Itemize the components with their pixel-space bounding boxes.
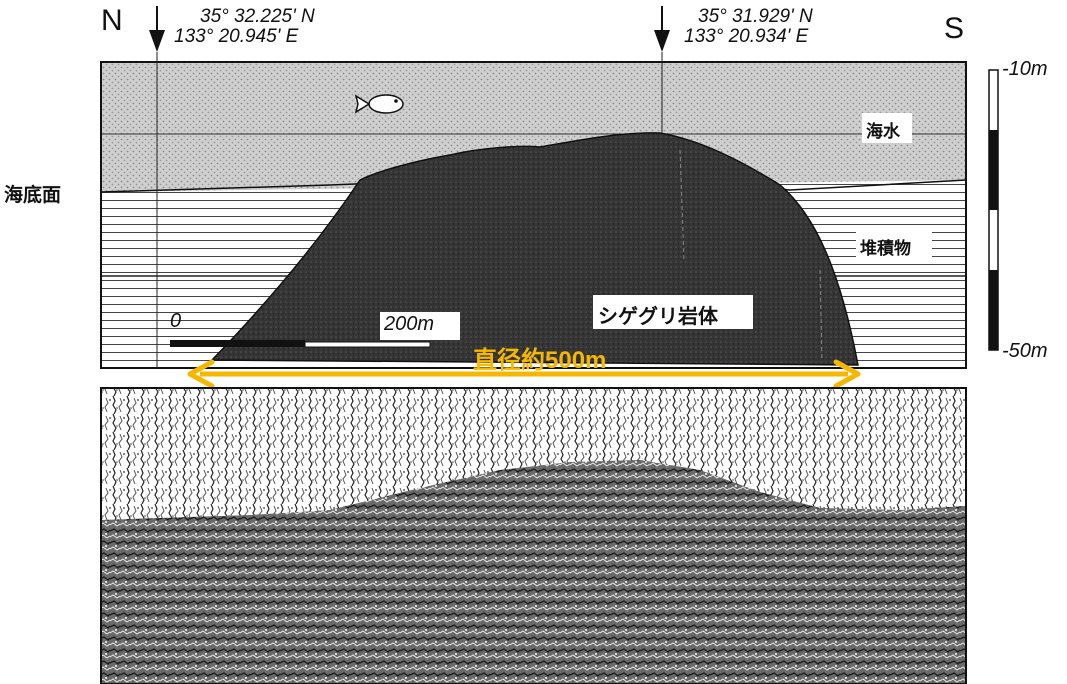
depth-top-label: -10m [1002,58,1048,80]
scale-bar-white [304,341,431,348]
cross-section-panel [100,61,967,369]
scale-bar-black [170,340,305,347]
seafloor-label: 海底面 [4,185,62,206]
seismic-profile-panel [100,387,967,684]
seismic-reflector [101,460,966,684]
down-arrow-icon [149,6,165,52]
seismic-frame [100,387,967,684]
fish-icon [354,94,404,114]
south-label: S [944,12,965,45]
diameter-label: 直径約500m [473,347,607,374]
rock-dash-line [679,149,685,261]
depth-bottom-label: -50m [1002,340,1048,362]
right-coordinates: 35° 31.929' N 133° 20.934' E [684,7,813,47]
rock-label: シゲグリ岩体 [598,306,718,328]
scale-label-box [380,312,460,340]
depth-scale-bar [988,69,999,351]
left-latitude: 35° 32.225' N [200,6,315,27]
rock-dash-line [819,269,823,361]
rock-label-box [593,295,753,329]
right-latitude: 35° 31.929' N [698,6,813,27]
seawater-label: 海水 [866,122,900,141]
seawater-label-box [862,113,912,143]
north-label: N [101,4,123,37]
sediment-label-box [856,230,932,258]
down-arrow-icon [654,6,670,52]
cross-section-frame [100,61,967,369]
diameter-arrow [187,359,861,389]
scale-zero-label: 0 [170,310,182,332]
scale-length-label: 200m [384,313,435,335]
sediment-label: 堆積物 [860,239,911,258]
left-coordinates: 35° 32.225' N 133° 20.945' E [174,7,315,47]
left-longitude: 133° 20.945' E [174,26,299,47]
right-longitude: 133° 20.934' E [684,26,809,47]
location-markers [149,6,670,368]
